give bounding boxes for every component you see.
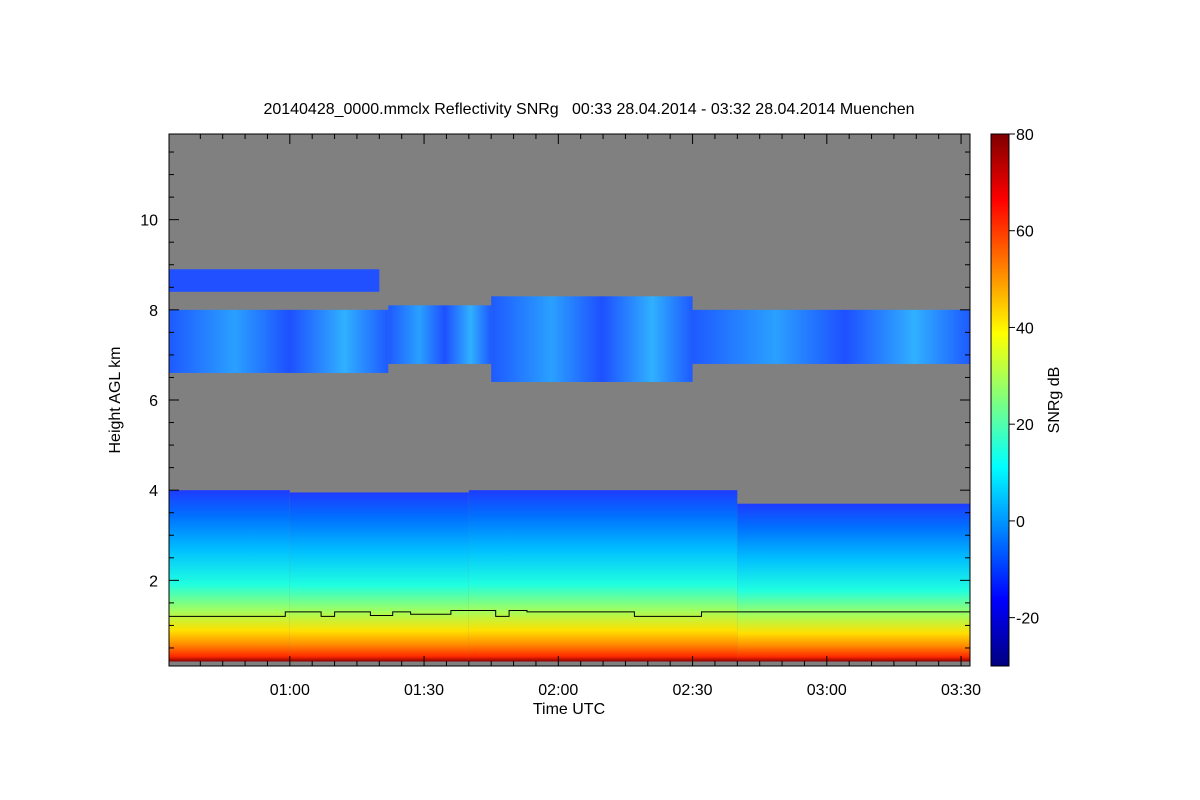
y-axis-label: Height AGL km: [107, 346, 124, 453]
colorbar-tick-label: 0: [1016, 514, 1025, 531]
boundary-segment-1: [289, 492, 469, 662]
y-tick-label: 4: [149, 483, 158, 500]
colorbar-tick-label: -20: [1016, 611, 1039, 628]
boundary-segment-0: [169, 490, 290, 662]
x-tick-label: 03:30: [941, 682, 981, 699]
cloud_mid-segment-2: [491, 296, 693, 382]
y-tick-label: 8: [149, 303, 158, 320]
boundary-segment-2: [468, 490, 738, 662]
x-axis-label: Time UTC: [533, 701, 605, 718]
cloud_mid-segment-1: [388, 305, 492, 364]
y-tick-label: 6: [149, 393, 158, 410]
y-axis: 2 4 6 8 10: [140, 151, 970, 649]
cloud_upper-segment-0: [169, 269, 380, 292]
cloud_mid-segment-3: [692, 309, 970, 364]
x-tick-label: 01:30: [404, 682, 444, 699]
colorbar-tick-label: 60: [1016, 224, 1034, 241]
x-tick-label: 02:30: [673, 682, 713, 699]
y-tick-label: 10: [140, 213, 158, 230]
colorbar-tick-label: 80: [1016, 127, 1034, 144]
x-tick-label: 01:00: [270, 682, 310, 699]
line-series: [169, 610, 970, 617]
x-tick-label: 02:00: [538, 682, 578, 699]
colorbar-axis: -20 0 20 40 60 80: [1009, 127, 1039, 628]
boundary-segment-3: [737, 503, 970, 662]
plot-area: [169, 134, 970, 666]
y-tick-label: 2: [149, 573, 158, 590]
colorbar-tick-label: 20: [1016, 417, 1034, 434]
colorbar-tick-label: 40: [1016, 320, 1034, 337]
x-tick-label: 03:00: [807, 682, 847, 699]
cloud_mid-segment-0: [169, 309, 389, 373]
colorbar-label: SNRg dB: [1046, 367, 1063, 434]
colorbar: [990, 133, 1010, 667]
chart-title: 20140428_0000.mmclx Reflectivity SNRg 00…: [263, 101, 914, 118]
x-axis: 01:00 01:30 02:00 02:30 03:00 03:30: [199, 134, 981, 699]
